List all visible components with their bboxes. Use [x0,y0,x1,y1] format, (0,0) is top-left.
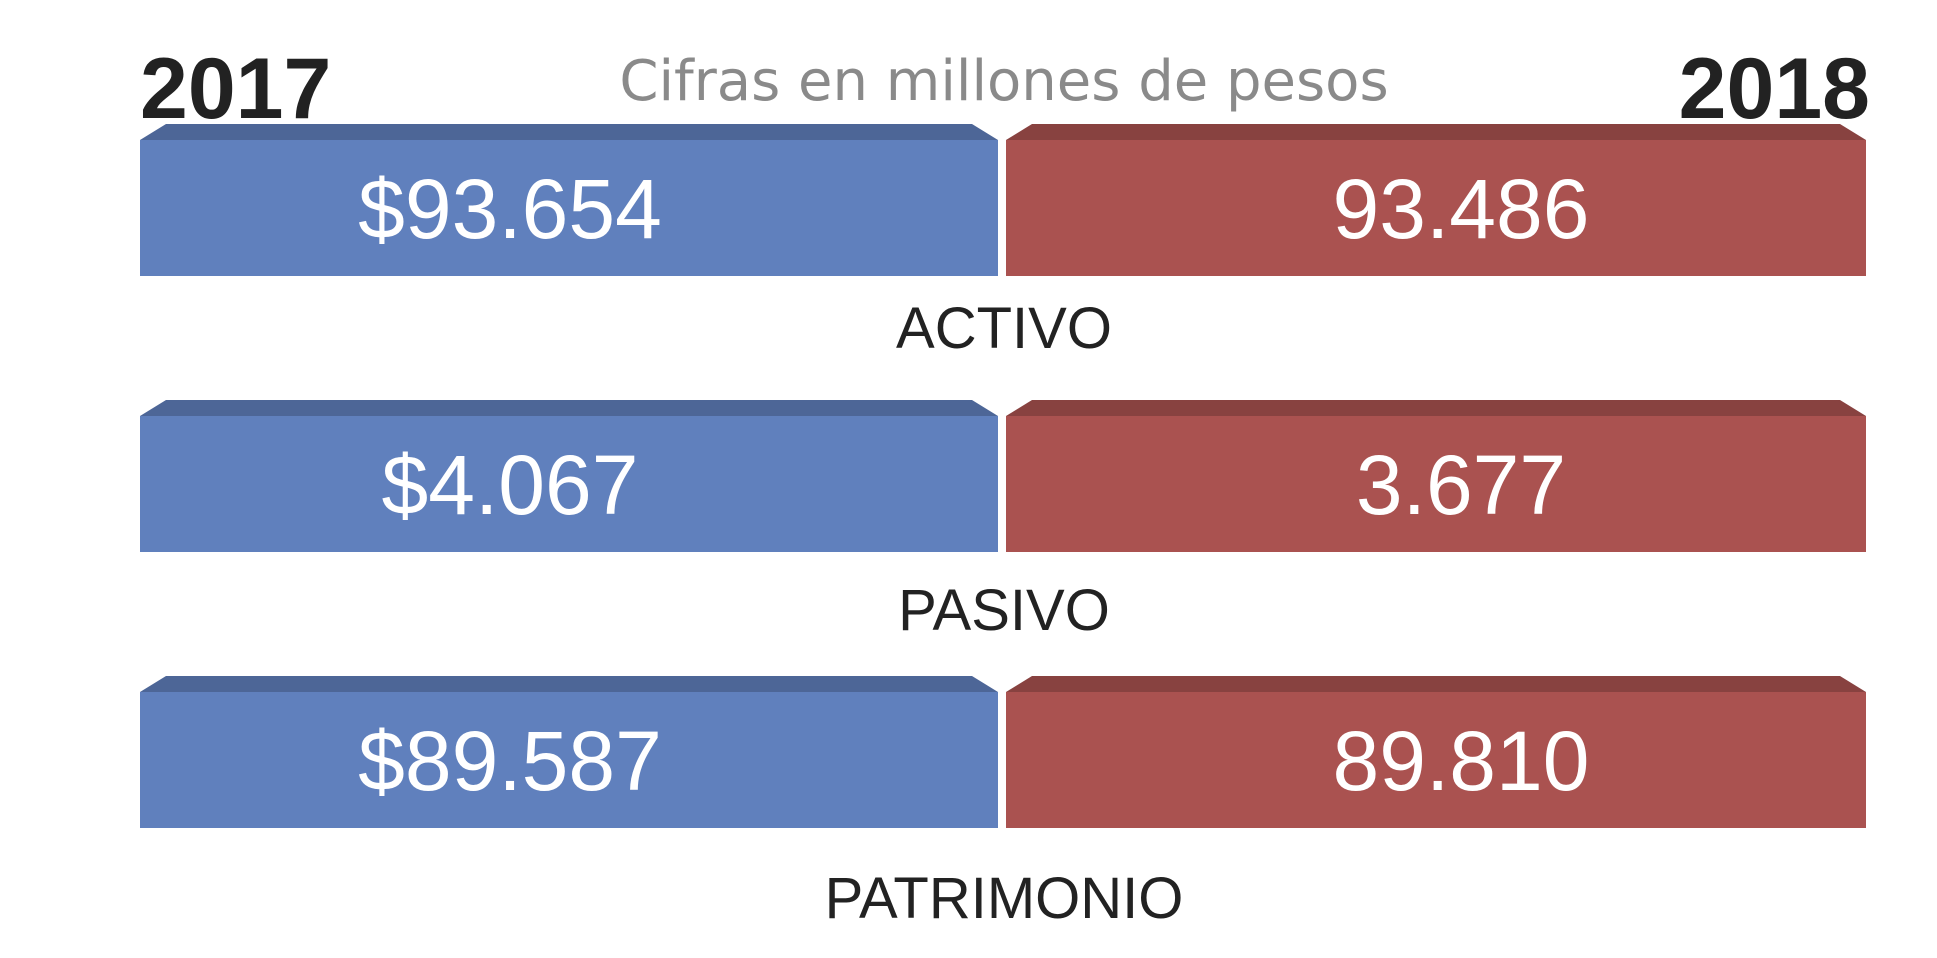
value-2017-pasivo: $4.067 [382,438,639,532]
bar-2018-activo [1006,140,1866,276]
category-label-pasivo: PASIVO [898,578,1110,643]
bar-2017-patrimonio-top [140,676,998,692]
row-activo: $93.654 93.486 ACTIVO [140,124,1866,361]
bar-2017-activo-top [140,124,998,140]
value-2017-activo: $93.654 [358,162,662,256]
comparison-rows: $93.654 93.486 ACTIVO $4.067 3.677 PASIVO $89.… [140,124,1866,931]
value-2018-patrimonio: 89.810 [1333,714,1590,808]
row-patrimonio: $89.587 89.810 PATRIMONIO [140,676,1866,931]
row-pasivo: $4.067 3.677 PASIVO [140,400,1866,643]
bar-2018-patrimonio [1006,692,1866,828]
bar-2017-pasivo [140,416,998,552]
bar-2018-pasivo-top [1006,400,1866,416]
year-2018-label: 2018 [1679,41,1870,137]
bar-2018-pasivo [1006,416,1866,552]
bar-2018-activo-top [1006,124,1866,140]
value-2017-patrimonio: $89.587 [358,714,662,808]
year-2017-label: 2017 [140,41,331,137]
bar-2018-patrimonio-top [1006,676,1866,692]
value-2018-pasivo: 3.677 [1356,438,1566,532]
bar-2017-patrimonio [140,692,998,828]
category-label-patrimonio: PATRIMONIO [825,866,1184,931]
bar-2017-activo [140,140,998,276]
chart-subtitle: Cifras en millones de pesos [619,49,1388,114]
bar-2017-pasivo-top [140,400,998,416]
value-2018-activo: 93.486 [1333,162,1590,256]
category-label-activo: ACTIVO [896,296,1112,361]
